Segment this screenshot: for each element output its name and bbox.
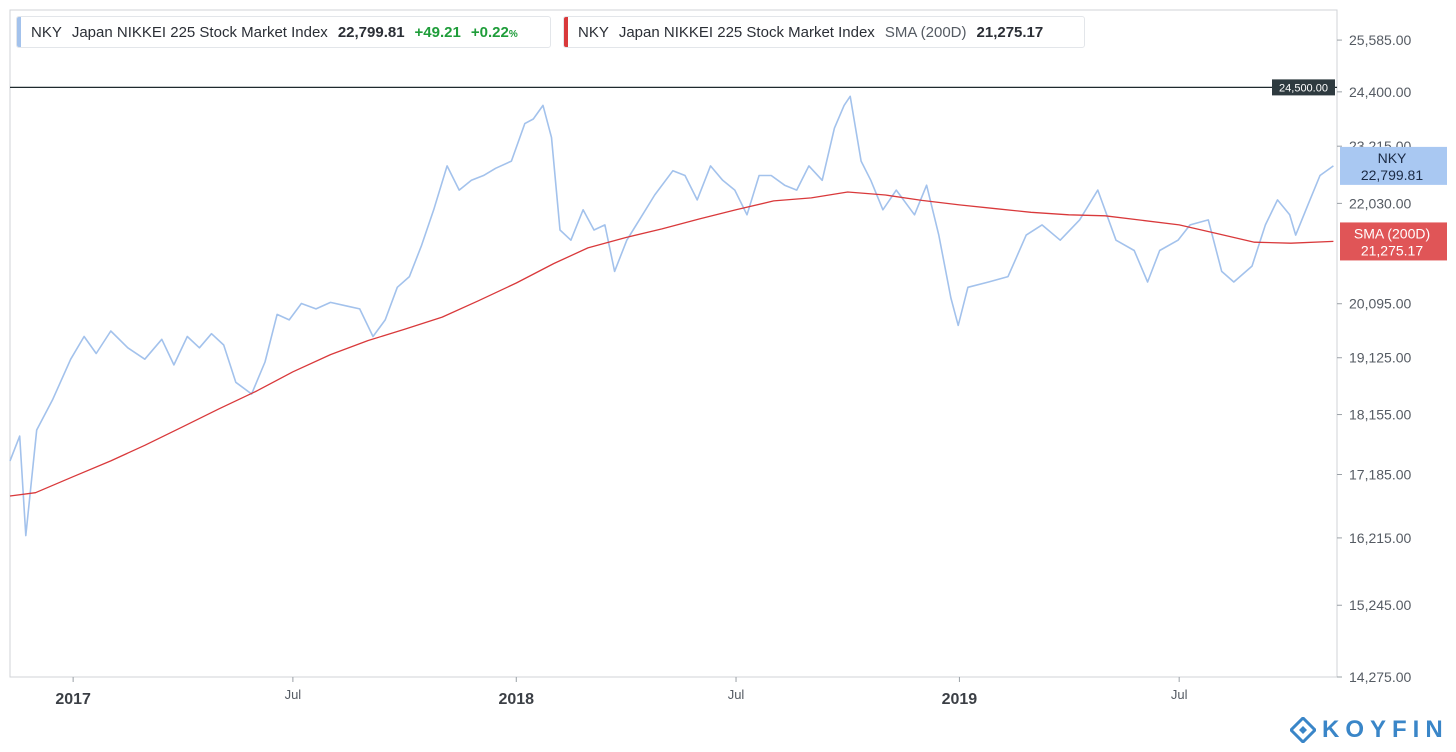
legend-sma-ticker: NKY (578, 23, 609, 41)
plot-frame (9, 9, 1338, 678)
y-tick-label: 20,095.00 (1349, 296, 1411, 312)
x-tick-label: 2018 (498, 691, 534, 708)
nky-last-value-tag-name: NKY (1378, 150, 1407, 166)
nky-last-value-tag-bg (1340, 146, 1447, 185)
nky-price-line (9, 95, 1334, 537)
y-tick-label: 18,155.00 (1349, 407, 1411, 423)
legend-nky[interactable]: NKY Japan NIKKEI 225 Stock Market Index … (16, 16, 551, 48)
reference-line-tag (1272, 79, 1335, 96)
sma-200d-line (9, 191, 1334, 497)
koyfin-logo: KOYFIN (1290, 716, 1449, 744)
series-layer (9, 95, 1334, 537)
x-tick-label: Jul (1171, 687, 1188, 702)
legend-sma[interactable]: NKY Japan NIKKEI 225 Stock Market Index … (563, 16, 1085, 48)
nky-last-value-tag-value: 22,799.81 (1361, 167, 1423, 183)
reference-line-layer: 24,500.00 (10, 79, 1337, 96)
x-tick-label: 2019 (942, 691, 978, 708)
legend-nky-change: +49.21 (414, 23, 461, 41)
koyfin-logo-text: KOYFIN (1322, 716, 1449, 743)
legend-sma-value: 21,275.17 (976, 23, 1044, 41)
y-tick-label: 14,275.00 (1349, 669, 1411, 685)
sma-last-value-tag: SMA (200D)21,275.17 (1340, 222, 1447, 261)
koyfin-logo-icon (1290, 717, 1316, 743)
y-tick-label: 16,215.00 (1349, 530, 1411, 546)
legend-sma-name: Japan NIKKEI 225 Stock Market Index (618, 23, 875, 41)
sma-last-value-tag-value: 21,275.17 (1361, 242, 1423, 258)
legend-nky-ticker: NKY (31, 23, 62, 41)
x-tick-label: Jul (728, 687, 745, 702)
legend-nky-change-pct: +0.22% (470, 23, 518, 41)
x-tick-label: 2017 (55, 691, 91, 708)
y-tick-label: 15,245.00 (1349, 597, 1411, 613)
legend-sma-color-swatch (564, 17, 568, 47)
x-axis: 2017 Jul 2018 Jul 2019 Jul (55, 677, 1188, 708)
legend-nky-value: 22,799.81 (337, 23, 405, 41)
legend-nky-color-swatch (17, 17, 21, 47)
y-tick-label: 24,400.00 (1349, 84, 1411, 100)
sma-last-value-tag-bg (1340, 222, 1447, 261)
y-tick-label: 22,030.00 (1349, 195, 1411, 211)
reference-line-label: 24,500.00 (1279, 82, 1328, 94)
y-tick-label: 25,585.00 (1349, 32, 1411, 48)
y-tick-label: 19,125.00 (1349, 350, 1411, 366)
legend-sma-indicator: SMA (200D) (884, 23, 967, 41)
sma-last-value-tag-name: SMA (200D) (1354, 225, 1430, 241)
x-tick-label: Jul (285, 687, 302, 702)
y-tick-label: 17,185.00 (1349, 466, 1411, 482)
y-axis: 25,585.0024,400.0023,215.0022,030.0020,0… (1337, 32, 1411, 685)
legend-nky-name: Japan NIKKEI 225 Stock Market Index (71, 23, 328, 41)
